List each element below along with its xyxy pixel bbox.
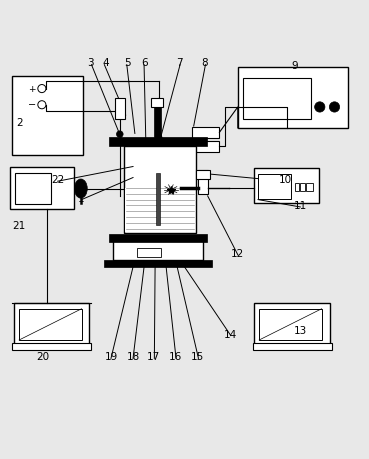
Ellipse shape xyxy=(75,179,87,199)
Bar xyxy=(124,147,196,233)
Bar xyxy=(19,309,82,340)
Text: 11: 11 xyxy=(294,201,307,211)
Bar xyxy=(104,260,212,267)
Bar xyxy=(243,79,311,119)
Text: 12: 12 xyxy=(231,248,244,258)
Bar xyxy=(259,309,322,340)
Text: 14: 14 xyxy=(224,329,237,339)
Text: 22: 22 xyxy=(51,175,64,185)
Circle shape xyxy=(38,85,46,94)
Bar xyxy=(254,303,330,345)
Text: 15: 15 xyxy=(191,351,204,361)
Bar xyxy=(238,68,348,129)
Bar xyxy=(154,103,161,138)
Text: 6: 6 xyxy=(141,58,147,68)
Bar xyxy=(109,138,207,147)
Text: 4: 4 xyxy=(102,58,109,68)
Circle shape xyxy=(315,102,325,113)
Bar xyxy=(258,174,291,199)
Circle shape xyxy=(330,102,339,113)
Text: 17: 17 xyxy=(146,351,160,361)
Text: 20: 20 xyxy=(37,351,49,361)
Text: 10: 10 xyxy=(279,175,292,185)
Text: +: + xyxy=(28,84,36,94)
Bar xyxy=(125,188,195,232)
Bar xyxy=(196,171,210,180)
Text: 1: 1 xyxy=(78,193,85,203)
Bar xyxy=(295,184,299,192)
Bar xyxy=(10,167,74,209)
Text: 16: 16 xyxy=(169,351,182,361)
Bar xyxy=(252,343,331,351)
Text: 21: 21 xyxy=(13,221,26,231)
Bar xyxy=(137,249,161,258)
Bar xyxy=(306,184,313,192)
Bar xyxy=(254,169,319,204)
Bar xyxy=(199,171,208,195)
Bar xyxy=(15,174,51,205)
Text: 13: 13 xyxy=(294,325,307,336)
Bar xyxy=(113,241,203,261)
Text: 18: 18 xyxy=(127,351,139,361)
Text: 2: 2 xyxy=(16,118,23,128)
Bar xyxy=(14,303,89,345)
Circle shape xyxy=(117,132,123,138)
Text: 5: 5 xyxy=(124,58,131,68)
Text: −: − xyxy=(28,100,36,110)
Bar xyxy=(300,184,305,192)
Text: 19: 19 xyxy=(104,351,118,361)
Text: 8: 8 xyxy=(201,58,208,68)
Bar xyxy=(12,77,83,156)
Bar xyxy=(192,141,220,152)
Text: 9: 9 xyxy=(292,62,298,71)
Bar xyxy=(151,99,163,107)
Bar xyxy=(109,234,207,242)
Bar xyxy=(156,174,159,226)
Bar xyxy=(115,99,125,119)
Bar xyxy=(12,343,91,351)
Circle shape xyxy=(38,101,46,110)
Text: 3: 3 xyxy=(87,58,94,68)
Bar xyxy=(192,128,220,139)
Circle shape xyxy=(155,135,162,142)
Text: 7: 7 xyxy=(176,58,182,68)
